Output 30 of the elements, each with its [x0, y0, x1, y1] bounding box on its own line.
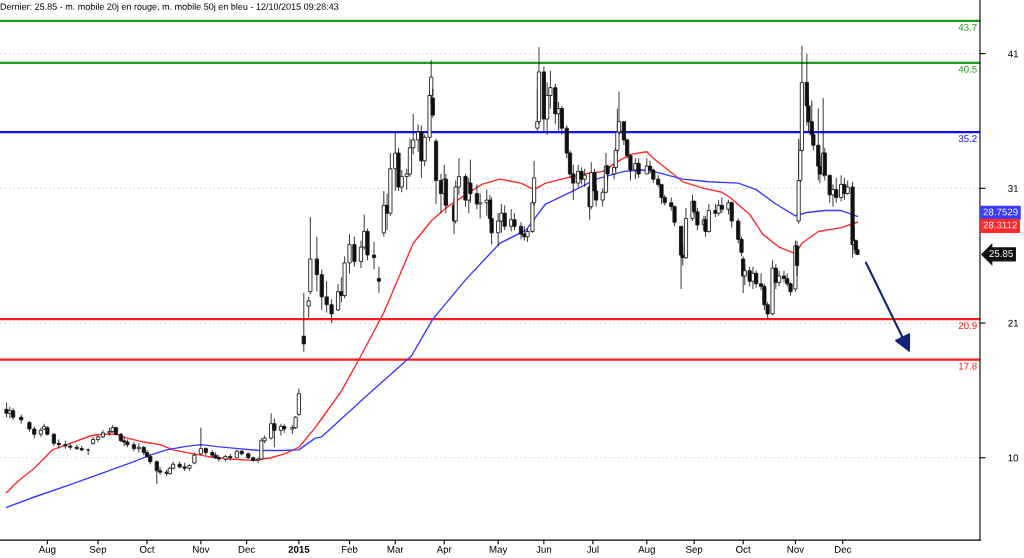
- y-tick-label: 21: [1008, 319, 1019, 327]
- x-tick-label: Apr: [436, 546, 452, 555]
- x-tick-label: May: [489, 546, 508, 555]
- x-tick-label: 2015: [288, 545, 310, 553]
- x-tick-label: Feb: [341, 545, 358, 553]
- x-tick-label: Jun: [536, 546, 552, 553]
- ref-line-label: 35.2: [958, 135, 977, 143]
- x-tick-label: Oct: [139, 545, 155, 553]
- x-tick-label: Aug: [38, 546, 56, 555]
- ref-line-label: 40.5: [958, 65, 977, 73]
- x-tick-label: Nov: [193, 546, 210, 553]
- x-tick-label: Sep: [89, 545, 107, 555]
- text: 25.85: [989, 250, 1013, 257]
- x-tick-label: Dec: [834, 546, 852, 553]
- y-tick-label: 10: [1008, 454, 1019, 462]
- ref-line-label: 17.8: [959, 362, 977, 370]
- text: 28.3112: [983, 221, 1017, 229]
- x-tick-label: Aug: [638, 546, 655, 555]
- x-tick-label: Oct: [736, 545, 751, 553]
- x-tick-label: Jul: [586, 545, 599, 553]
- x-tick-label: Sep: [685, 545, 703, 555]
- chart-title: Dernier: 25.85 - m. mobile 20j en rouge, m. mobile 50j en bleu - 12/10/2015 09:28:43: [0, 3, 339, 12]
- y-tick-label: 41: [1007, 50, 1019, 58]
- text: 28.7529: [983, 208, 1018, 216]
- x-tick-label: Mar: [387, 546, 404, 553]
- x-tick-label: Dec: [238, 546, 256, 553]
- ref-line-label: 20.9: [958, 322, 977, 330]
- y-tick-label: 31: [1008, 185, 1019, 192]
- x-tick-label: Nov: [787, 546, 805, 553]
- ref-line-label: 43.7: [958, 23, 977, 31]
